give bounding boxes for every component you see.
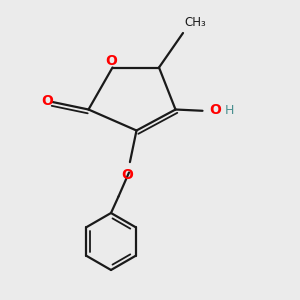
Text: CH₃: CH₃ bbox=[184, 16, 206, 29]
Text: O: O bbox=[105, 54, 117, 68]
Text: H: H bbox=[225, 103, 234, 117]
Text: O: O bbox=[209, 103, 221, 117]
Text: O: O bbox=[41, 94, 53, 108]
Text: O: O bbox=[122, 168, 134, 182]
